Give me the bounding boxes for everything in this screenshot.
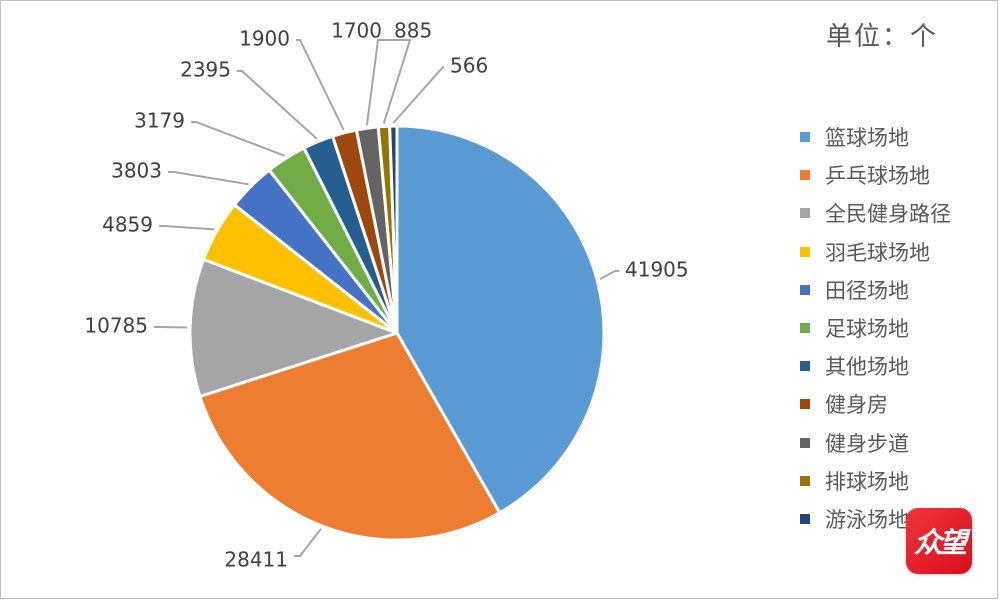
legend-swatch	[800, 437, 810, 448]
leader-line	[294, 528, 322, 557]
legend-swatch	[800, 323, 810, 334]
legend-swatch	[800, 399, 810, 410]
legend-swatch	[800, 132, 810, 143]
legend: 篮球场地乒乓球场地全民健身路径 羽毛球场地田径场地足球场地其他场地健身房健身步道排…	[800, 118, 951, 538]
legend-label: 其他场地	[825, 355, 909, 380]
legend-item: 全民健身路径	[800, 194, 951, 232]
leader-line	[237, 70, 318, 140]
pie-slices	[188, 124, 606, 542]
leader-line	[154, 326, 188, 329]
legend-item: 排球场地	[800, 462, 951, 500]
legend-item: 健身步道	[800, 424, 951, 462]
data-label: 3803	[111, 159, 162, 183]
data-labels: 41905 28411 10785 4859 3803 3179 2395 1900 1700 8…	[84, 19, 688, 572]
legend-label: 足球场地	[825, 317, 909, 342]
legend-item: 健身房	[800, 385, 951, 423]
legend-swatch	[800, 284, 810, 295]
data-label: 1900	[239, 27, 290, 51]
legend-swatch	[800, 170, 810, 181]
leader-line	[382, 39, 412, 124]
leader-line	[191, 121, 285, 157]
legend-label: 乒乓球场地	[825, 164, 930, 189]
unit-label: 单位：个	[826, 22, 939, 52]
data-label: 4859	[102, 213, 153, 237]
legend-swatch	[800, 208, 810, 219]
legend-label: 排球场地	[825, 469, 909, 494]
legend-label: 健身房	[825, 393, 888, 418]
legend-item: 足球场地	[800, 309, 951, 347]
leader-line	[392, 66, 444, 124]
pie-slice	[395, 124, 606, 515]
legend-swatch	[800, 246, 810, 257]
legend-item: 羽毛球场地	[800, 233, 951, 271]
legend-label: 健身步道	[825, 431, 909, 456]
brand-logo-text: 众望	[913, 526, 967, 559]
data-label: 566	[450, 54, 488, 78]
legend-item: 乒乓球场地	[800, 156, 951, 194]
leader-lines	[154, 39, 619, 557]
data-label: 2395	[180, 58, 231, 82]
legend-swatch	[800, 513, 810, 524]
legend-label: 全民健身路径	[825, 202, 951, 227]
legend-swatch	[800, 475, 810, 486]
leader-line	[168, 171, 249, 186]
leader-line	[599, 270, 619, 280]
data-label: 41905	[625, 258, 689, 282]
data-label: 28411	[224, 548, 288, 572]
legend-label: 篮球场地	[825, 126, 909, 151]
brand-logo: 众望	[906, 508, 972, 574]
legend-label: 羽毛球场地	[825, 240, 930, 265]
legend-item: 游泳场地	[800, 500, 951, 538]
legend-item: 其他场地	[800, 347, 951, 385]
legend-item: 田径场地	[800, 271, 951, 309]
data-label: 3179	[134, 109, 185, 133]
pie-slice	[388, 124, 399, 335]
legend-item: 篮球场地	[800, 118, 951, 156]
legend-label: 田径场地	[825, 278, 909, 303]
legend-label: 游泳场地	[825, 507, 909, 532]
leader-line	[159, 225, 215, 231]
data-label: 885	[394, 19, 432, 43]
pie-slice	[198, 331, 502, 542]
data-label: 10785	[84, 314, 148, 338]
leader-line	[365, 39, 388, 126]
data-label: 1700	[331, 19, 382, 43]
pie-slice	[188, 257, 399, 398]
leader-line	[296, 39, 345, 131]
legend-swatch	[800, 361, 810, 372]
